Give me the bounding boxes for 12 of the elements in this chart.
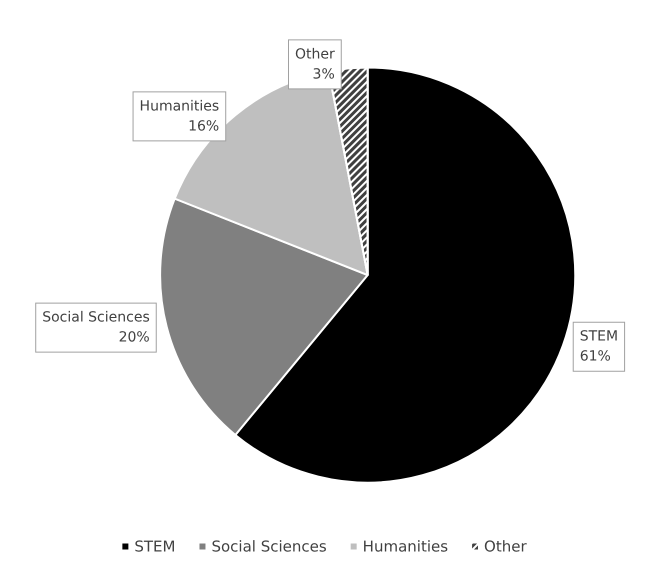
slice-label: Other xyxy=(294,46,335,62)
data-label: 61% xyxy=(580,348,611,365)
data-label: 20% xyxy=(118,330,150,346)
data-label: 16% xyxy=(188,118,220,134)
legend-label: Other xyxy=(484,538,528,556)
legend-label: STEM xyxy=(134,538,176,556)
slice-label: Social Sciences xyxy=(42,310,150,326)
slice-label: Humanities xyxy=(140,98,220,114)
legend-label: Humanities xyxy=(362,538,448,556)
data-label: 3% xyxy=(312,66,335,82)
slice-label: STEM xyxy=(580,328,618,345)
legend-label: Social Sciences xyxy=(211,538,327,556)
